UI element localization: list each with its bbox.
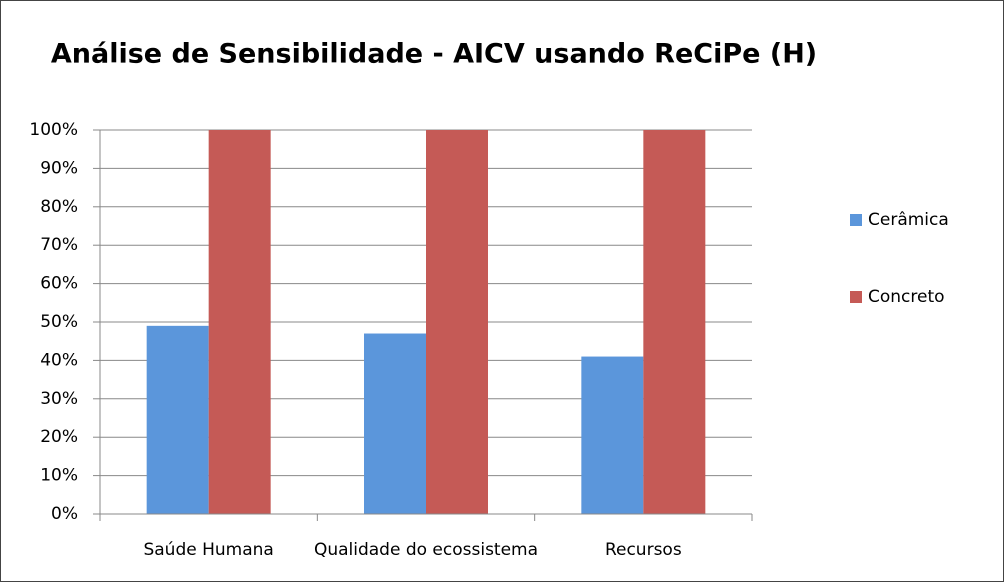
y-tick-label: 20%	[40, 427, 78, 447]
y-tick-label: 80%	[40, 197, 78, 217]
y-tick-label: 100%	[29, 120, 78, 140]
y-tick-label: 90%	[40, 158, 78, 178]
y-tick-label: 50%	[40, 312, 78, 332]
x-tick-label: Saúde Humana	[143, 540, 273, 560]
y-tick-label: 70%	[40, 235, 78, 255]
x-tick-label: Qualidade do ecossistema	[314, 540, 538, 560]
y-tick-label: 60%	[40, 274, 78, 294]
legend-label: Concreto	[868, 287, 945, 307]
bar	[364, 333, 426, 514]
y-tick-label: 10%	[40, 466, 78, 486]
bar	[581, 356, 644, 514]
bar	[146, 325, 209, 514]
chart-title: Análise de Sensibilidade - AICV usando R…	[51, 39, 817, 70]
x-tick-label: Recursos	[605, 540, 682, 560]
y-tick-label: 30%	[40, 389, 78, 409]
legend-label: Cerâmica	[868, 210, 949, 230]
legend-swatch	[850, 214, 862, 226]
bar	[208, 130, 271, 514]
bar	[643, 130, 706, 514]
bar	[426, 130, 488, 514]
y-tick-label: 40%	[40, 350, 78, 370]
y-tick-label: 0%	[51, 504, 78, 524]
legend-swatch	[850, 291, 862, 303]
